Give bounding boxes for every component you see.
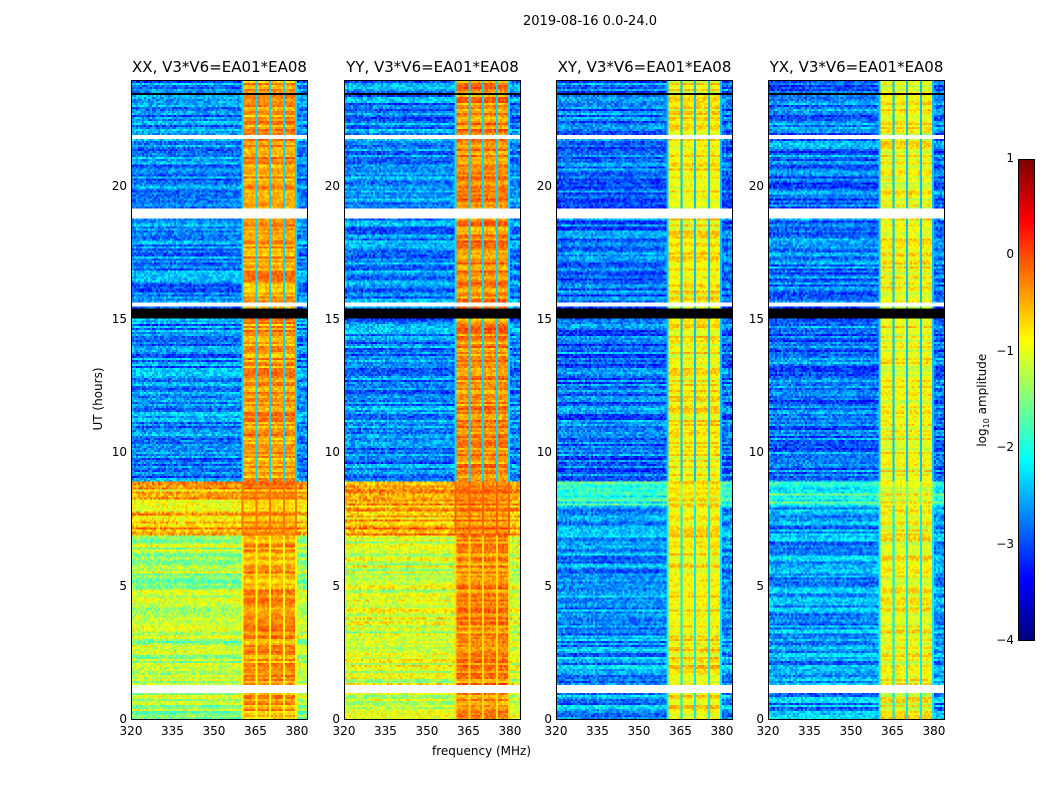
x-axis-label: frequency (MHz) (432, 744, 532, 758)
colorbar-tick-label: −2 (996, 440, 1014, 455)
panel-title: XY, V3*V6=EA01*EA08 (557, 58, 732, 76)
x-tick-label: 335 (798, 724, 821, 738)
heatmap-panel (344, 80, 521, 720)
y-tick-label: 15 (536, 312, 552, 326)
colorbar-tick-label: 1 (1006, 151, 1014, 165)
x-tick-label: 380 (498, 724, 522, 738)
x-tick-label: 365 (244, 724, 267, 738)
x-tick-label: 380 (922, 724, 946, 738)
colorbar-tick-label: −4 (996, 633, 1014, 647)
y-tick-label: 20 (324, 178, 340, 193)
colorbar-tick-label: −1 (996, 343, 1014, 358)
panel-title: YY, V3*V6=EA01*EA08 (346, 58, 519, 76)
x-tick-label: 350 (415, 724, 439, 738)
y-axis-label: UT (hours) (91, 367, 105, 431)
heatmap-image (769, 81, 944, 719)
heatmap-panel (556, 80, 733, 720)
colorbar-tick-label: −3 (996, 536, 1014, 551)
heatmap-image (132, 81, 307, 719)
y-tick-label: 0 (544, 712, 552, 726)
y-tick-label: 10 (111, 445, 127, 460)
heatmap-image (345, 81, 520, 719)
x-tick-label: 365 (881, 724, 904, 738)
y-tick-label: 10 (536, 445, 552, 460)
x-tick-label: 320 (756, 724, 780, 738)
heatmap-panel (768, 80, 945, 720)
heatmap-panel (131, 80, 308, 720)
x-tick-label: 335 (374, 724, 397, 738)
y-tick-label: 0 (756, 712, 764, 726)
y-tick-label: 20 (536, 178, 552, 193)
x-tick-label: 350 (627, 724, 651, 738)
figure-title: 2019-08-16 0.0-24.0 (523, 14, 657, 29)
y-tick-label: 15 (748, 312, 764, 326)
y-tick-label: 20 (111, 178, 127, 193)
y-tick-label: 0 (332, 712, 340, 726)
colorbar-label: log10 amplitude (974, 353, 992, 447)
y-tick-label: 0 (119, 712, 127, 726)
x-tick-label: 350 (202, 724, 226, 738)
y-tick-label: 5 (332, 578, 340, 593)
x-tick-label: 365 (669, 724, 692, 738)
colorbar-tick-label: 0 (1006, 247, 1014, 262)
heatmap-image (557, 81, 732, 719)
y-tick-label: 20 (748, 178, 764, 193)
panel-title: YX, V3*V6=EA01*EA08 (769, 58, 944, 76)
y-tick-label: 10 (324, 445, 340, 460)
y-tick-label: 5 (756, 578, 764, 593)
y-tick-label: 5 (119, 578, 127, 593)
y-tick-label: 10 (748, 445, 764, 460)
colorbar (1018, 159, 1035, 641)
panel-title: XX, V3*V6=EA01*EA08 (132, 58, 307, 76)
x-tick-label: 320 (332, 724, 356, 738)
x-tick-label: 335 (586, 724, 609, 738)
x-tick-label: 350 (839, 724, 863, 738)
y-tick-label: 15 (111, 312, 127, 326)
x-tick-label: 320 (544, 724, 568, 738)
y-tick-label: 15 (324, 312, 340, 326)
x-tick-label: 380 (285, 724, 309, 738)
x-tick-label: 335 (161, 724, 184, 738)
x-tick-label: 380 (710, 724, 734, 738)
y-tick-label: 5 (544, 578, 552, 593)
x-tick-label: 365 (457, 724, 480, 738)
x-tick-label: 320 (119, 724, 143, 738)
